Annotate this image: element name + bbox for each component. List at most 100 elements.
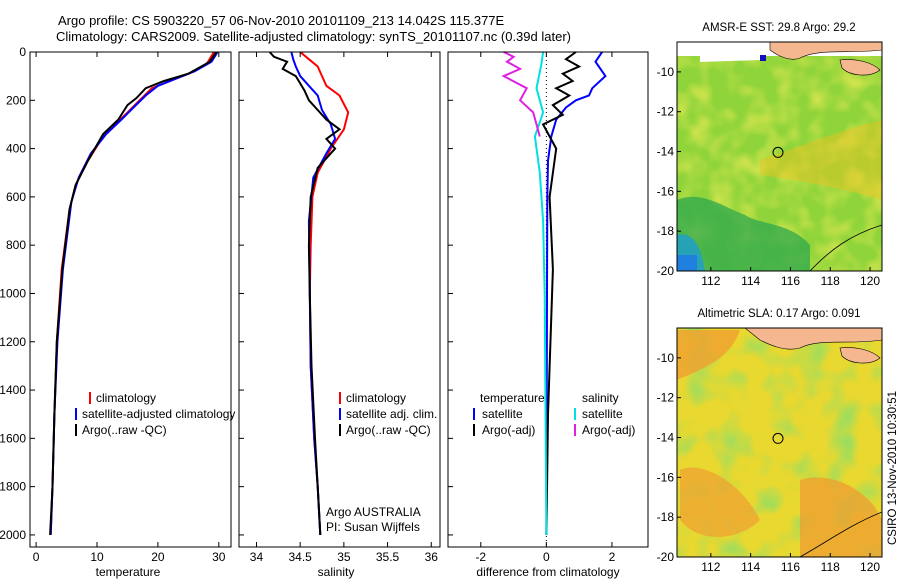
sla-ytick-label: -18 [657,510,675,524]
sla-map-title: Altimetric SLA: 0.17 Argo: 0.091 [697,308,860,320]
depth-ytick-label: 200 [6,93,26,107]
difference-series-group [501,51,607,535]
salinity-series-group [268,51,350,535]
sst-map-frame [676,41,883,272]
temp-series-climatology [49,51,215,535]
difference-legend-temp-argo: Argo(-adj) [482,423,535,437]
sst-argo-location-marker [772,146,784,158]
temp-series-satellite-adjusted-climatology [49,51,219,535]
difference-legend-sal-satellite: satellite [582,407,623,421]
difference-legend-temperature-heading: temperature [480,391,545,405]
temperature-legend: climatology satellite-adjusted climatolo… [75,391,235,437]
sla-ytick-label: -14 [657,431,675,445]
temperature-legend-climatology: climatology [96,391,156,405]
sla-map-frame [676,327,883,558]
sst-xtick-label: 114 [741,274,760,288]
sal-series-climatology [299,51,350,535]
sal-series-satellite-adj-clim- [290,51,337,535]
temp-xtick-label: 0 [33,550,40,564]
sal-xtick-label: 34 [250,550,264,564]
depth-ytick-label: 1000 [0,286,26,300]
sla-xtick-label: 120 [860,560,880,574]
depth-ytick-label: 800 [6,238,26,252]
sal-xtick-label: 36 [425,550,439,564]
salinity-legend-climatology: climatology [346,391,406,405]
sst-map-field [677,42,882,271]
salinity-ticks: 34 34.5 35 35.5 36 [239,51,439,564]
sst-map-title: AMSR-E SST: 29.8 Argo: 29.2 [702,22,855,34]
sst-xtick-label: 120 [860,274,880,288]
temp-xtick-label: 10 [90,550,104,564]
salinity-xlabel: salinity [318,565,355,579]
figure-title-line1: Argo profile: CS 5903220_57 06-Nov-2010 … [58,13,505,28]
depth-ytick-label: 1200 [0,335,26,349]
sst-xtick-label: 116 [781,274,800,288]
depth-ytick-label: 400 [6,142,26,156]
temp-xtick-label: 20 [151,550,165,564]
sst-ytick-label: -12 [657,105,675,119]
salinity-legend-argo: Argo(..raw -QC) [346,423,431,437]
temperature-series-group [49,51,219,535]
diff-series-salinity-satellite [533,51,548,535]
sst-ytick-label: -18 [657,224,675,238]
salinity-axes-frame [238,51,441,548]
sla-ytick-label: -12 [657,391,675,405]
diff-series-temperature-satellite [545,51,607,535]
salinity-panel: 34 34.5 35 35.5 36 salinity climatology sate… [238,51,441,579]
diff-xtick-label: 2 [609,550,616,564]
csiro-timestamp-label: CSIRO 13-Nov-2010 10:30:51 [887,391,899,545]
depth-ytick-label: 1400 [0,383,26,397]
temperature-panel: 0 10 20 30 0 200 400 600 800 1000 1200 1400 1600 1800… [0,45,235,579]
sst-ytick-label: -14 [657,145,675,159]
temp-series-argo-raw-qc- [49,51,218,535]
diff-series-temperature-argo-adj- [541,51,582,535]
temperature-ticks: 0 10 20 30 0 200 400 600 800 1000 1200 1400 1600 1800… [0,45,226,564]
diff-series-salinity-argo-adj- [501,51,541,137]
salinity-legend-satellite: satellite adj. clim. [346,407,437,421]
difference-xlabel: difference from climatology [476,565,619,579]
difference-legend-salinity-heading: salinity [582,391,619,405]
sst-map-ticks: 112 114 116 118 120 -10 -12 -14 -16 -18 -20 [657,65,881,288]
diff-xtick-label: -2 [475,550,486,564]
sst-ytick-label: -16 [657,184,675,198]
argo-australia-annotation: Argo AUSTRALIA [326,505,421,519]
sla-xtick-label: 112 [701,560,720,574]
depth-ytick-label: 600 [6,190,26,204]
difference-ticks: -2 0 2 [448,51,616,564]
temp-xtick-label: 30 [212,550,226,564]
figure-title-line2: Climatology: CARS2009. Satellite-adjuste… [56,29,571,44]
temperature-xlabel: temperature [96,565,161,579]
sla-ytick-label: -20 [657,550,675,564]
diff-xtick-label: 0 [543,550,550,564]
sst-xtick-label: 118 [821,274,840,288]
sla-ytick-label: -16 [657,470,675,484]
difference-legend-temp-satellite: satellite [482,407,523,421]
depth-ytick-label: 2000 [0,528,26,542]
pi-annotation: PI: Susan Wijffels [326,520,420,534]
sla-xtick-label: 116 [781,560,800,574]
sst-ytick-label: -10 [657,65,675,79]
sal-series-argo-raw-qc- [268,51,342,535]
sla-argo-location-marker [772,432,784,444]
salinity-legend: climatology satellite adj. clim. Argo(..… [326,391,437,534]
difference-panel: -2 0 2 difference from climatology tempera… [447,51,649,579]
sal-xtick-label: 34.5 [288,550,312,564]
sla-ytick-label: -10 [657,351,675,365]
temperature-axes-frame [29,51,232,548]
sst-xtick-label: 112 [701,274,720,288]
difference-legend-sal-argo: Argo(-adj) [582,423,635,437]
temperature-legend-satellite: satellite-adjusted climatology [82,407,235,421]
depth-ytick-label: 1600 [0,431,26,445]
difference-axes-frame [447,51,649,548]
temperature-legend-argo: Argo(..raw -QC) [82,423,167,437]
sla-map-panel: Altimetric SLA: 0.17 Argo: 0.091 112 114 1… [657,308,883,574]
depth-ytick-label: 0 [19,45,26,59]
sst-ytick-label: -20 [657,264,675,278]
depth-ytick-label: 1800 [0,480,26,494]
sla-xtick-label: 114 [741,560,760,574]
sal-xtick-label: 35.5 [376,550,400,564]
sal-xtick-label: 35 [337,550,351,564]
sla-map-ticks: 112 114 116 118 120 -10 -12 -14 -16 -18 -20 [657,351,881,574]
sst-map-panel: AMSR-E SST: 29.8 Argo: 29.2 112 114 116 118… [657,22,883,288]
